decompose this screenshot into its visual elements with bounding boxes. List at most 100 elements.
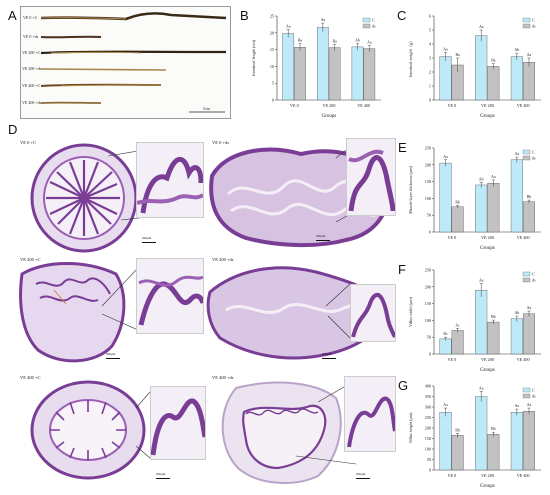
legend-label: ds	[532, 278, 536, 283]
x-tick-label: VE 400	[517, 103, 530, 108]
tile-label-ve200-c: VE 200 +C	[20, 257, 41, 262]
legend-label: C	[532, 18, 535, 23]
bar-c	[439, 338, 452, 355]
y-axis-label: Villus height (μm)	[408, 412, 413, 443]
significance-label: Aa	[515, 404, 520, 408]
y-tick-label: 350	[425, 394, 431, 399]
y-tick-label: 0	[272, 98, 274, 103]
legend-label: C	[532, 388, 535, 393]
significance-label: Ab	[355, 39, 360, 43]
y-axis-label: Intestinal length (cm)	[251, 39, 256, 76]
panel-c-letter: C	[397, 8, 407, 23]
bar-c	[510, 159, 523, 233]
scale-bar	[142, 242, 156, 243]
ve0-c-inset	[136, 142, 204, 218]
chart-g-svg: 0 50 100 150 200 250 300 350 400 Villus height (μ…	[408, 384, 541, 489]
tile-label-ve400-ds: VE 400 +ds	[212, 375, 234, 380]
y-tick-label: 200	[425, 162, 431, 167]
scale-bar	[106, 358, 120, 359]
y-tick-label: 25	[270, 14, 274, 19]
bar-c	[439, 162, 452, 233]
x-tick-label: VE 400	[517, 357, 530, 362]
chart-f-svg: 0 50 100 150 200 250 Villus width (μm) Groups VE…	[408, 268, 541, 373]
panel-a-letter: A	[8, 8, 17, 23]
legend-swatch-ds	[522, 277, 531, 283]
y-axis-label: Intestinal weight（g）	[408, 39, 413, 78]
y-tick-label: 0	[429, 352, 431, 357]
y-tick-label: 150	[425, 179, 431, 184]
significance-label: Aa	[286, 24, 291, 28]
x-axis-label: Groups	[480, 114, 495, 119]
x-tick-label: VE 0	[447, 357, 456, 362]
legend-swatch-c	[522, 17, 531, 23]
legend-label: ds	[532, 156, 536, 161]
chart-f: 0 50 100 150 200 250 Villus width (μm) Groups VE…	[404, 262, 547, 374]
bar-ds	[522, 62, 535, 101]
significance-label: Aa	[479, 278, 484, 282]
y-tick-label: 50	[427, 213, 431, 218]
strip-label-ve400-c: VE 400 +C	[22, 83, 41, 88]
y-tick-label: 3	[429, 56, 431, 61]
significance-label: Aa	[527, 53, 532, 57]
panel-f-letter: F	[398, 262, 406, 277]
ve0-ds-inset	[346, 138, 396, 216]
y-tick-label: 5	[429, 28, 431, 33]
scale-bar	[322, 358, 336, 359]
tile-label-ve400-c: VE 400 +C	[20, 375, 41, 380]
intestine-strips	[40, 12, 227, 113]
x-axis-label: Groups	[480, 368, 495, 373]
bar-ds	[487, 66, 500, 101]
x-axis-label: Groups	[322, 114, 337, 119]
y-tick-label: 50	[427, 335, 431, 340]
histology-grid: VE 0 +C 500μm VE 0 +ds 500μm VE 200 +C	[16, 136, 396, 491]
significance-label: Bb	[491, 427, 496, 431]
y-tick-label: 50	[427, 457, 431, 462]
strip-label-ve200-ds: VE 200 +ds	[22, 66, 42, 71]
scale-label: 500μm	[106, 352, 116, 356]
chart-b: 0 5 10 15 20 25 Intestinal length (cm) Groups VE…	[247, 8, 387, 120]
chart-c-svg: 0 1 2 3 4 5 6 Intestinal weight（g） Groups VE 0 Aa B…	[408, 14, 541, 119]
y-tick-label: 250	[425, 415, 431, 420]
significance-label: Aa	[527, 306, 532, 310]
x-tick-label: VE 0	[447, 103, 456, 108]
y-axis-label: Muscle layer thickness (μm)	[408, 166, 413, 214]
ve400-c-inset	[150, 386, 206, 460]
legend-swatch-c	[522, 149, 531, 155]
y-tick-label: 5	[272, 81, 274, 86]
significance-label: Ba	[333, 40, 338, 44]
significance-label: Ac	[455, 323, 460, 327]
bar-c	[317, 27, 329, 101]
ve200-ds-section	[206, 266, 394, 360]
scale-bar	[156, 478, 170, 479]
y-tick-label: 150	[425, 436, 431, 441]
significance-label: Aa	[443, 403, 448, 407]
legend-label: C	[372, 18, 375, 23]
histology-tile-ve200-c: VE 200 +C 500μm	[16, 254, 206, 372]
histology-tile-ve0-c: VE 0 +C 500μm	[16, 136, 206, 254]
bar-ds	[522, 201, 535, 233]
ve400-c-section	[30, 380, 151, 480]
significance-label: Aa	[443, 155, 448, 159]
significance-label: Ba	[491, 59, 496, 63]
chart-g: 0 50 100 150 200 250 300 350 400 Villus height (μ…	[404, 378, 547, 490]
significance-label: Bb	[455, 200, 460, 204]
bar-ds	[487, 183, 500, 233]
legend-label: C	[532, 150, 535, 155]
legend-swatch-ds	[362, 23, 371, 29]
histology-tile-ve400-ds: VE 400 +ds 500μm	[206, 372, 396, 490]
strip-label-ve0-c: VE 0 +C	[23, 15, 38, 20]
legend-swatch-c	[362, 17, 371, 23]
significance-label: Bb	[491, 315, 496, 319]
histology-tile-ve400-c: VE 400 +C 500μm	[16, 372, 206, 490]
legend-label: C	[532, 272, 535, 277]
scale-label: 500μm	[356, 472, 366, 476]
significance-label: Ab	[515, 48, 520, 52]
significance-label: Ba	[298, 39, 303, 43]
bar-c	[510, 56, 523, 101]
bar-c	[475, 184, 488, 233]
chart-e-svg: 0 50 100 150 200 250 Muscle layer thickness (μ…	[408, 146, 541, 251]
significance-label: Ba	[456, 53, 461, 57]
y-axis-label: Villus width (μm)	[408, 296, 413, 327]
panel-b-letter: B	[240, 8, 249, 23]
y-tick-label: 0	[429, 98, 431, 103]
